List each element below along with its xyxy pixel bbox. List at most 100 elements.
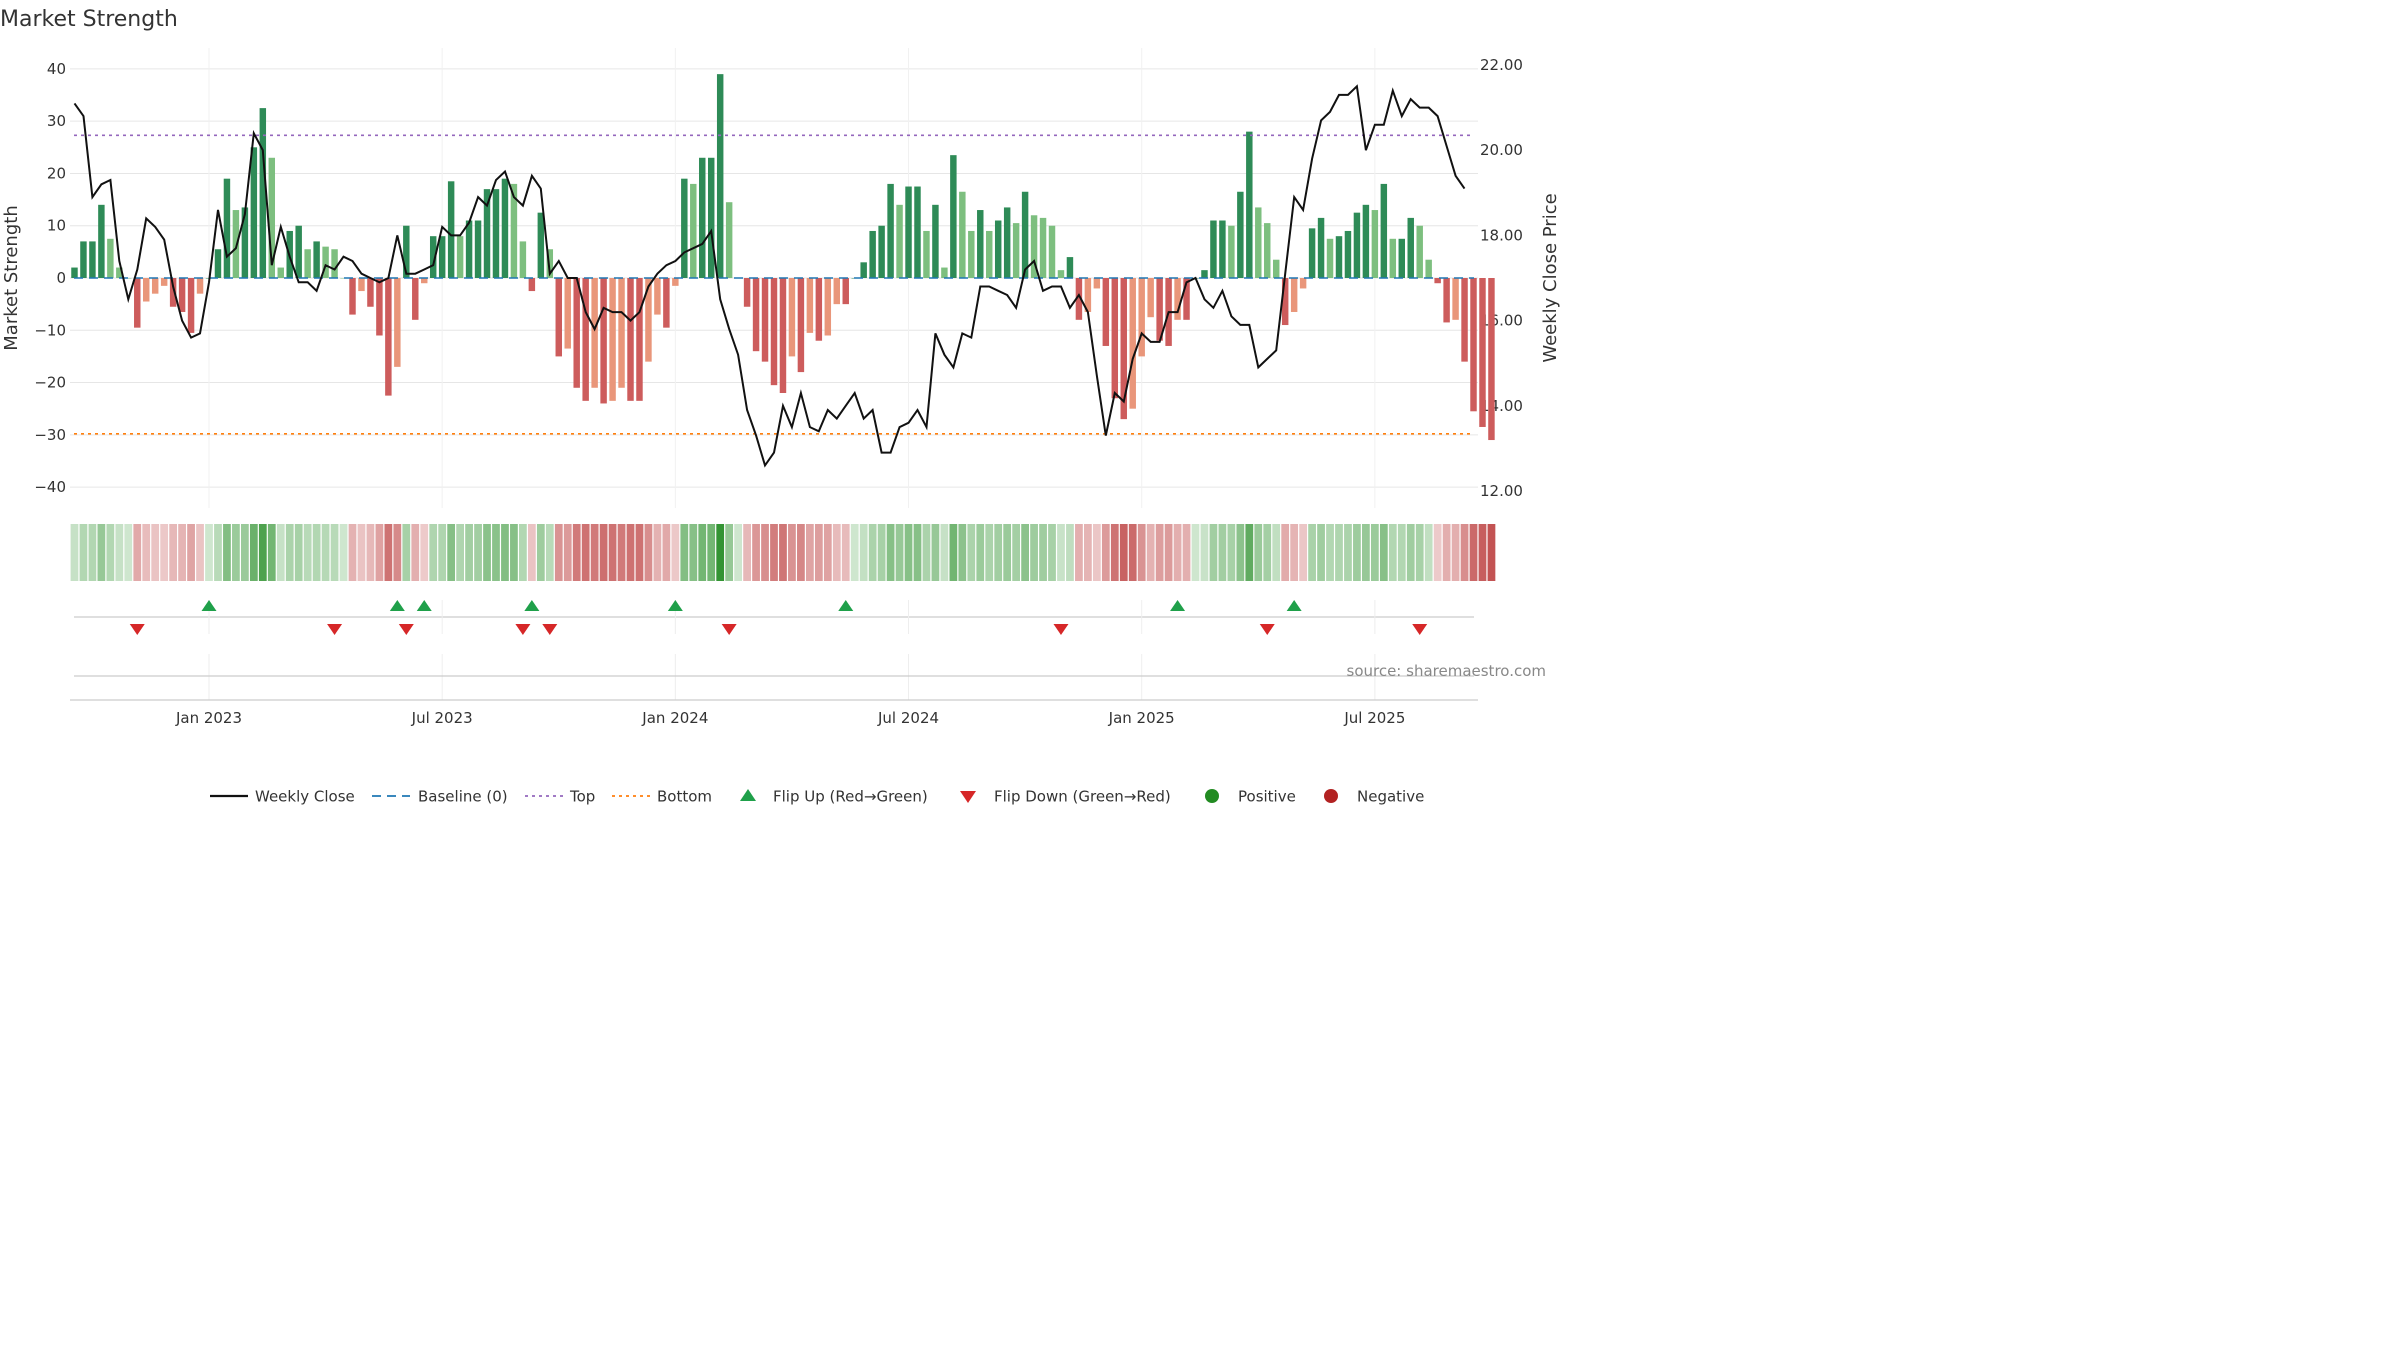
- heat-cell: [88, 524, 97, 581]
- strength-bar: [250, 147, 258, 278]
- flip-down-marker: [515, 624, 531, 635]
- strength-bar: [994, 220, 1002, 278]
- legend-swatch-flip-up: [740, 789, 756, 801]
- strength-bar: [1425, 259, 1432, 278]
- strength-bar: [573, 278, 580, 388]
- strength-bar: [833, 278, 841, 305]
- heat-cell: [1308, 524, 1316, 581]
- heat-cell: [1155, 524, 1164, 581]
- strength-bar: [1012, 223, 1020, 278]
- strength-bar: [447, 181, 455, 278]
- strength-bar: [232, 210, 240, 278]
- strength-bar: [1299, 278, 1307, 289]
- flip-up-marker: [201, 600, 217, 611]
- strength-bar: [1281, 278, 1289, 326]
- x-axis: Jan 2023 Jul 2023 Jan 2024 Jul 2024 Jan 2025…: [70, 654, 1478, 727]
- heat-cell: [187, 524, 195, 581]
- strength-bar: [519, 241, 527, 278]
- heat-cell: [115, 524, 124, 581]
- heat-cell: [797, 524, 805, 581]
- heat-cell: [581, 524, 590, 581]
- heat-cell: [886, 524, 895, 581]
- strength-bar: [259, 108, 267, 278]
- heat-cell: [662, 524, 671, 581]
- strength-bar: [241, 207, 249, 278]
- flip-up-marker: [389, 600, 405, 611]
- heat-cell: [671, 524, 680, 581]
- strength-bar: [1048, 225, 1056, 278]
- heat-cell: [1245, 524, 1254, 581]
- heat-cell: [1191, 524, 1200, 581]
- strength-bar: [761, 278, 769, 362]
- y-tick-label: 30: [47, 112, 66, 130]
- heat-cell: [232, 524, 240, 581]
- strength-bar: [1120, 278, 1127, 420]
- strength-bar: [313, 241, 320, 278]
- y2-tick-label: 14.00: [1480, 397, 1523, 415]
- flip-down-marker: [129, 624, 145, 635]
- strength-bar: [1156, 278, 1163, 341]
- heat-cell: [1200, 524, 1209, 581]
- legend-label: Bottom: [657, 788, 712, 806]
- strength-bar: [1030, 215, 1038, 278]
- strength-bar: [1201, 270, 1208, 278]
- strength-bar: [438, 236, 446, 278]
- strength-bar: [349, 278, 356, 315]
- heat-cell: [554, 524, 563, 581]
- heat-cell: [1209, 524, 1218, 581]
- heat-cell: [850, 524, 859, 581]
- flip-up-marker: [1286, 600, 1302, 611]
- y-tick-label: 40: [47, 60, 66, 78]
- y-tick-label: −30: [34, 426, 66, 444]
- strength-bar: [815, 278, 823, 341]
- heat-cell: [1084, 524, 1092, 581]
- heat-cell: [1039, 524, 1047, 581]
- flip-up-marker: [667, 600, 683, 611]
- heat-cell: [303, 524, 312, 581]
- strength-bar: [501, 178, 509, 278]
- strength-bar: [1129, 278, 1136, 409]
- strength-bar: [1461, 278, 1468, 362]
- heat-cell: [1254, 524, 1263, 581]
- heat-cell: [985, 524, 994, 581]
- reference-lines: [74, 134, 1474, 435]
- strength-bar: [1479, 278, 1486, 427]
- strength-bar: [699, 157, 706, 278]
- strength-bar: [116, 267, 123, 278]
- heat-cell: [348, 524, 357, 581]
- strength-bar: [555, 278, 562, 357]
- heat-cell: [1451, 524, 1460, 581]
- heat-cell: [1442, 524, 1451, 581]
- x-tick-label: Jan 2023: [175, 709, 242, 727]
- heat-cell: [527, 524, 536, 581]
- heat-cell: [1478, 524, 1487, 581]
- heat-cell: [1066, 524, 1074, 581]
- heat-cell: [160, 524, 169, 581]
- heat-cell: [142, 524, 151, 581]
- strength-bar: [1174, 278, 1181, 320]
- flip-down-marker: [398, 624, 414, 635]
- heat-cell: [214, 524, 222, 581]
- heat-cell: [151, 524, 160, 581]
- heat-cell: [707, 524, 716, 581]
- strength-bar: [1335, 236, 1343, 278]
- heat-cell: [384, 524, 393, 581]
- heat-cell: [1424, 524, 1433, 581]
- heat-cell: [1075, 524, 1083, 581]
- strength-bar: [1147, 278, 1154, 318]
- heat-cell: [492, 524, 500, 581]
- heat-cell: [1487, 524, 1496, 581]
- strength-bar: [618, 278, 625, 388]
- weekly-close-line: [73, 84, 1466, 468]
- heat-cell: [617, 524, 626, 581]
- heat-cell: [1370, 524, 1379, 581]
- strength-bar: [1066, 257, 1074, 278]
- heat-cell: [967, 524, 976, 581]
- strength-bar: [187, 278, 195, 333]
- strength-bar: [429, 236, 437, 278]
- legend-label: Negative: [1357, 788, 1424, 806]
- heat-cell: [1057, 524, 1065, 581]
- heat-cell: [1326, 524, 1334, 581]
- heat-cell: [563, 524, 572, 581]
- strength-bar: [779, 278, 787, 393]
